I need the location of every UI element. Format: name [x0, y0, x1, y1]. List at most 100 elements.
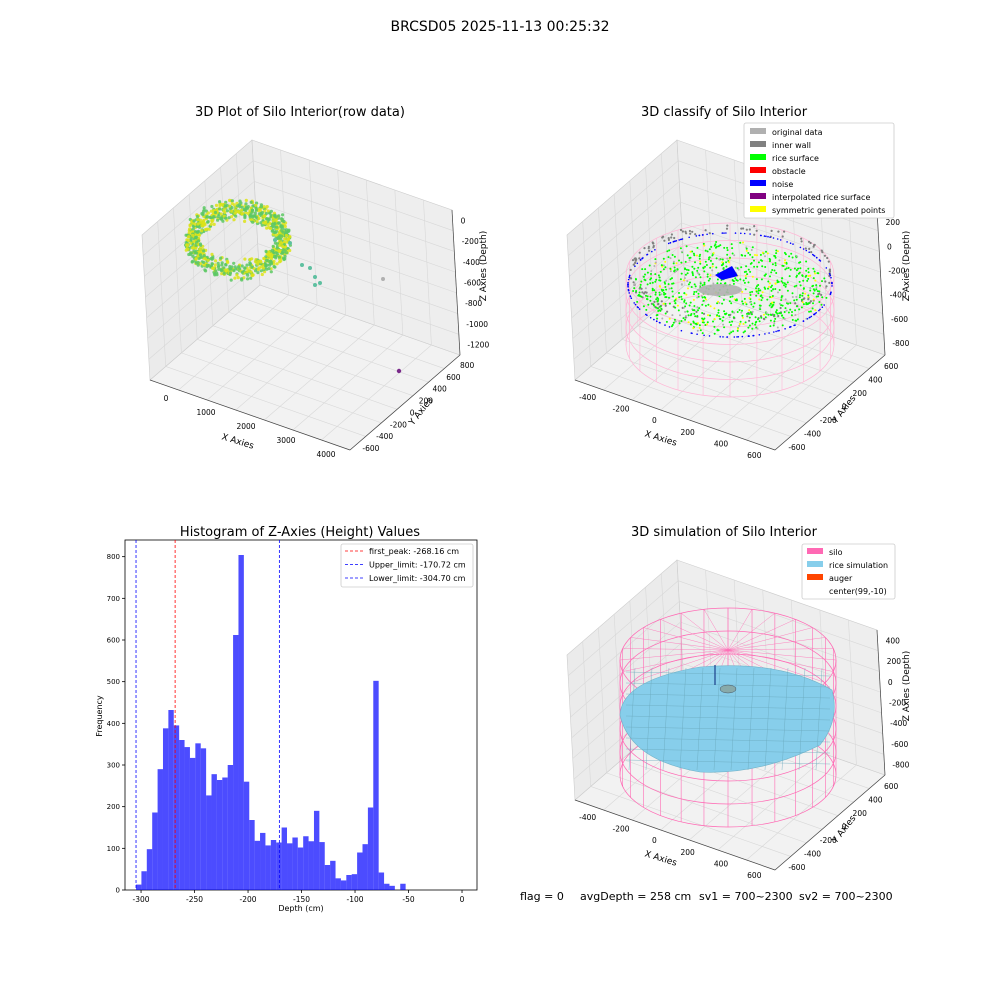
surface-point — [639, 286, 642, 289]
surface-point — [711, 254, 714, 257]
surface-point — [654, 293, 657, 296]
surface-point — [747, 268, 750, 271]
surface-point — [693, 305, 696, 307]
noise-point — [646, 314, 648, 317]
surface-point — [716, 329, 719, 332]
noise-point — [721, 232, 724, 234]
surface-point — [744, 277, 747, 280]
surface-point — [729, 256, 731, 259]
surface-point — [655, 298, 658, 301]
surface-point — [748, 324, 751, 327]
inner-wall-point — [640, 287, 643, 290]
surface-point — [745, 270, 748, 273]
surface-point — [657, 310, 660, 312]
raw-outlier-point — [300, 263, 304, 267]
raw-point — [195, 251, 199, 255]
raw-axes-3d — [141, 139, 461, 451]
surface-point — [662, 264, 665, 267]
grid-line — [567, 580, 679, 676]
surface-point — [745, 249, 748, 252]
surface-point — [651, 281, 654, 284]
z-tick-label: 400 — [886, 636, 901, 645]
histogram-reference-lines — [135, 540, 280, 890]
surface-point — [683, 299, 686, 302]
surface-point — [673, 300, 676, 302]
histogram-bar — [276, 842, 282, 890]
raw-point — [190, 260, 194, 264]
surface-point — [671, 277, 673, 280]
surface-point — [732, 316, 735, 319]
surface-point — [707, 279, 710, 282]
raw-point — [276, 221, 280, 225]
raw-point — [225, 259, 229, 263]
surface-point — [641, 268, 644, 271]
raw-point — [243, 214, 247, 218]
raw-point — [187, 235, 191, 239]
noise-point — [634, 265, 636, 268]
noise-point — [763, 235, 766, 237]
raw-point — [244, 198, 248, 202]
surface-point — [752, 305, 755, 308]
legend-label: rice simulation — [829, 561, 888, 570]
surface-point — [696, 296, 699, 299]
surface-point — [749, 301, 752, 304]
surface-point — [785, 262, 788, 265]
surface-point — [670, 287, 673, 290]
surface-point — [685, 302, 688, 305]
inner-wall-point — [673, 236, 676, 240]
surface-point — [798, 261, 801, 264]
raw-point — [260, 272, 264, 277]
surface-point — [696, 306, 699, 309]
surface-point — [664, 286, 667, 288]
surface-point — [818, 301, 821, 303]
grid-line — [590, 786, 791, 857]
noise-point — [695, 235, 698, 237]
raw-point — [264, 211, 268, 216]
histogram-title: Histogram of Z-Axies (Height) Values — [180, 525, 420, 540]
surface-point — [664, 302, 667, 305]
noise-point — [768, 332, 770, 334]
surface-point — [692, 298, 695, 301]
surface-point — [664, 282, 667, 285]
surface-point — [698, 327, 701, 329]
y-tick-label: 600 — [446, 373, 461, 382]
surface-point — [678, 259, 680, 262]
surface-point — [738, 309, 741, 311]
surface-point — [772, 324, 775, 327]
surface-point — [697, 295, 700, 298]
surface-point — [703, 283, 706, 286]
x-tick-label: -150 — [293, 895, 310, 904]
surface-point — [785, 309, 788, 312]
surface-point — [683, 292, 686, 295]
raw-point — [274, 215, 278, 219]
surface-point — [693, 283, 696, 286]
surface-point — [676, 304, 679, 307]
surface-point — [756, 265, 759, 268]
legend-label: obstacle — [772, 167, 806, 176]
surface-point — [758, 304, 761, 307]
surface-point — [634, 278, 637, 280]
raw-point — [260, 212, 264, 216]
surface-point — [709, 314, 711, 317]
surface-point — [787, 302, 789, 305]
noise-point — [825, 267, 828, 269]
histogram-bar — [265, 845, 271, 890]
surface-point — [763, 274, 766, 277]
surface-mesh-line — [815, 667, 823, 771]
noise-point — [741, 335, 744, 338]
surface-point — [754, 254, 756, 256]
surface-point — [753, 265, 756, 268]
inner-wall-point — [638, 251, 641, 254]
surface-point — [759, 253, 762, 256]
raw-outlier-point — [318, 281, 322, 285]
inner-wall-point — [820, 293, 823, 296]
surface-point — [658, 279, 661, 282]
noise-point — [627, 289, 630, 292]
surface-point — [648, 264, 651, 267]
histogram-panel: Histogram of Z-Axies (Height) Values -30… — [95, 525, 478, 913]
raw-point — [259, 205, 264, 209]
histogram-bar — [313, 810, 320, 890]
histogram-bar — [146, 849, 153, 890]
surface-point — [740, 311, 743, 314]
raw-point — [259, 260, 263, 264]
